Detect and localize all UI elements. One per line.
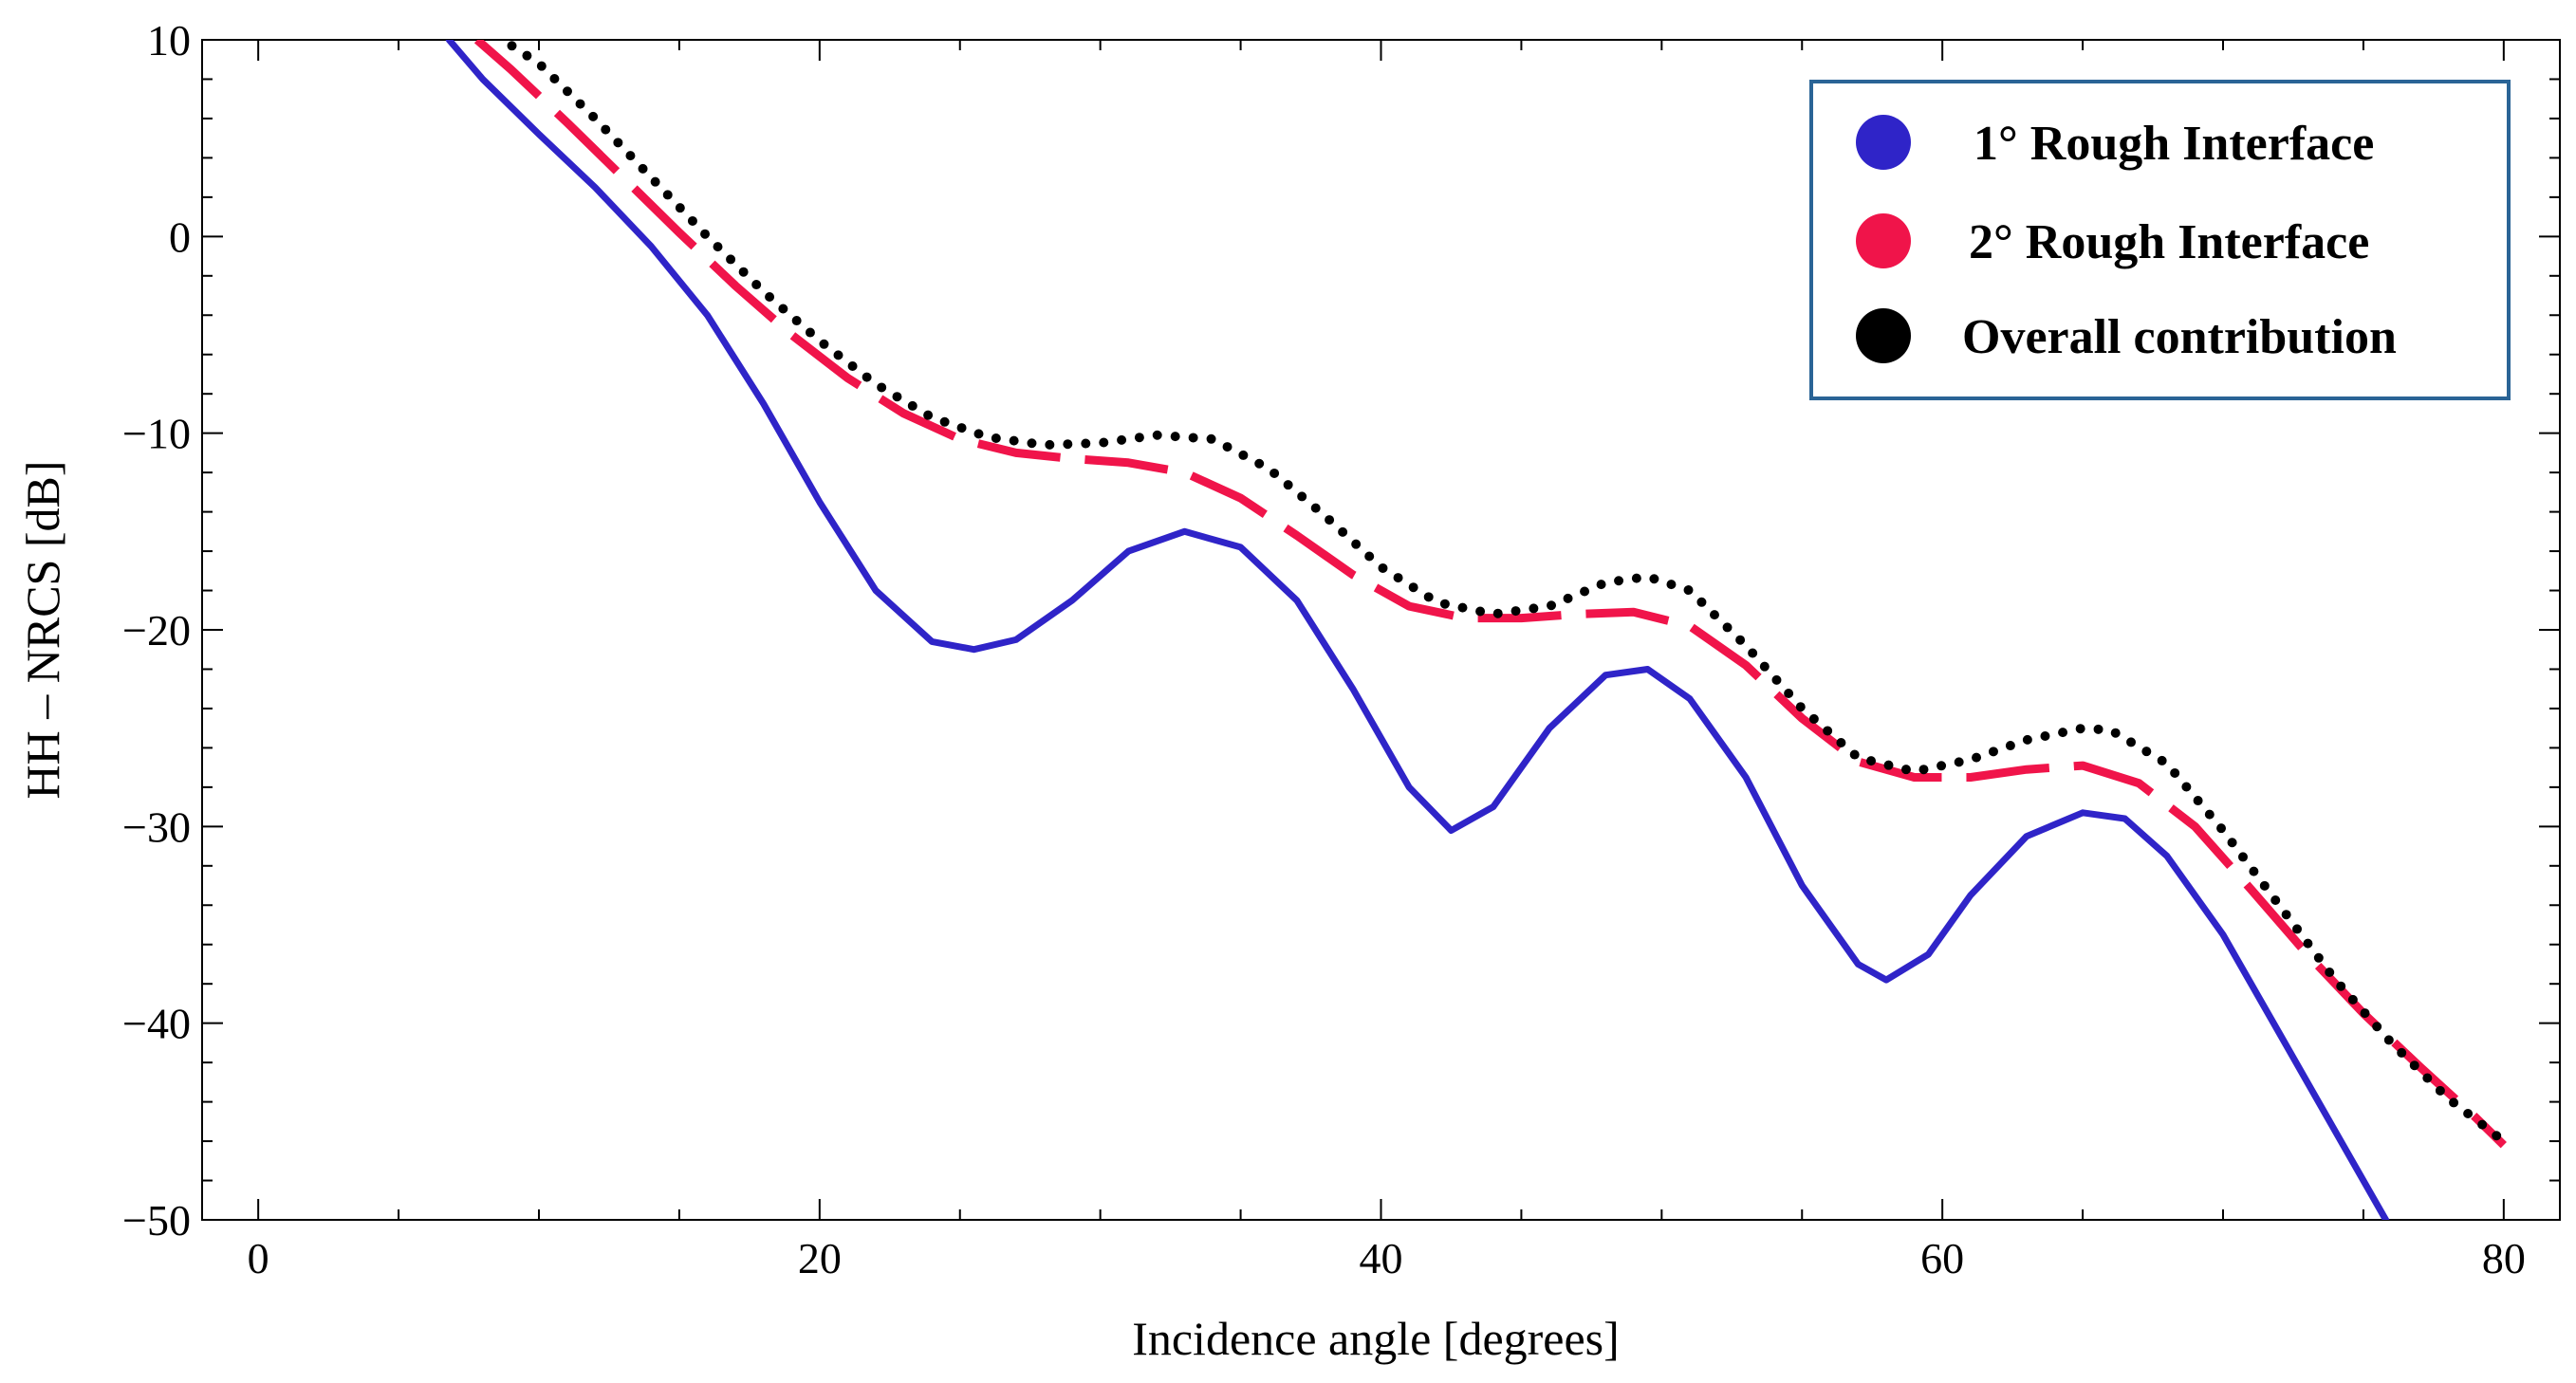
series-line-2 (473, 40, 2507, 1149)
x-tick-label: 80 (2482, 1234, 2526, 1282)
y-tick-label: 10 (147, 16, 191, 65)
legend-label-series-1: 1° Rough Interface (1974, 117, 2374, 171)
legend-marker-series-3 (1856, 308, 1911, 363)
y-tick-label: −40 (122, 1000, 191, 1048)
legend-label-series-2: 2° Rough Interface (1969, 215, 2369, 269)
x-tick-label: 60 (1920, 1234, 1964, 1282)
x-tick-label: 0 (248, 1234, 269, 1282)
legend: 1° Rough Interface 2° Rough Interface Ov… (1809, 80, 2511, 400)
legend-box (1809, 80, 2511, 400)
y-tick-label: −10 (122, 410, 191, 458)
legend-marker-series-1 (1856, 115, 1911, 170)
series-line-1 (445, 40, 2390, 1220)
y-tick-label: −50 (122, 1196, 191, 1245)
x-axis-title: Incidence angle [degrees] (1132, 1312, 1620, 1365)
legend-label-series-3: Overall contribution (1962, 310, 2397, 364)
y-axis-title: HH – NRCS [dB] (16, 461, 69, 800)
legend-marker-series-2 (1856, 213, 1911, 268)
x-tick-label: 40 (1360, 1234, 1403, 1282)
y-tick-label: 0 (169, 212, 191, 261)
y-tick-label: −30 (122, 802, 191, 851)
x-tick-label: 20 (798, 1234, 842, 1282)
y-tick-label: −20 (122, 606, 191, 655)
